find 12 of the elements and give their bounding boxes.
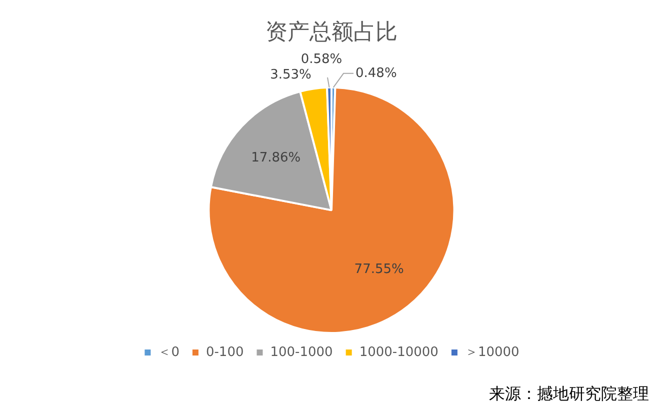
legend-label: 1000-10000 xyxy=(359,344,438,360)
data-label: 3.53% xyxy=(270,67,312,82)
data-label: 77.55% xyxy=(354,262,404,278)
data-label: 0.58% xyxy=(300,52,342,67)
data-label: 17.86% xyxy=(251,150,301,166)
legend-label: 0-100 xyxy=(206,344,244,360)
chart-title: 资产总额占比 xyxy=(266,20,398,45)
legend-label: ＜0 xyxy=(158,344,180,360)
legend-label: 100-1000 xyxy=(270,344,333,360)
data-label: 0.48% xyxy=(356,66,397,81)
legend-label: ＞10000 xyxy=(464,344,520,360)
source-note: 来源：撼地研究院整理 xyxy=(489,384,649,403)
